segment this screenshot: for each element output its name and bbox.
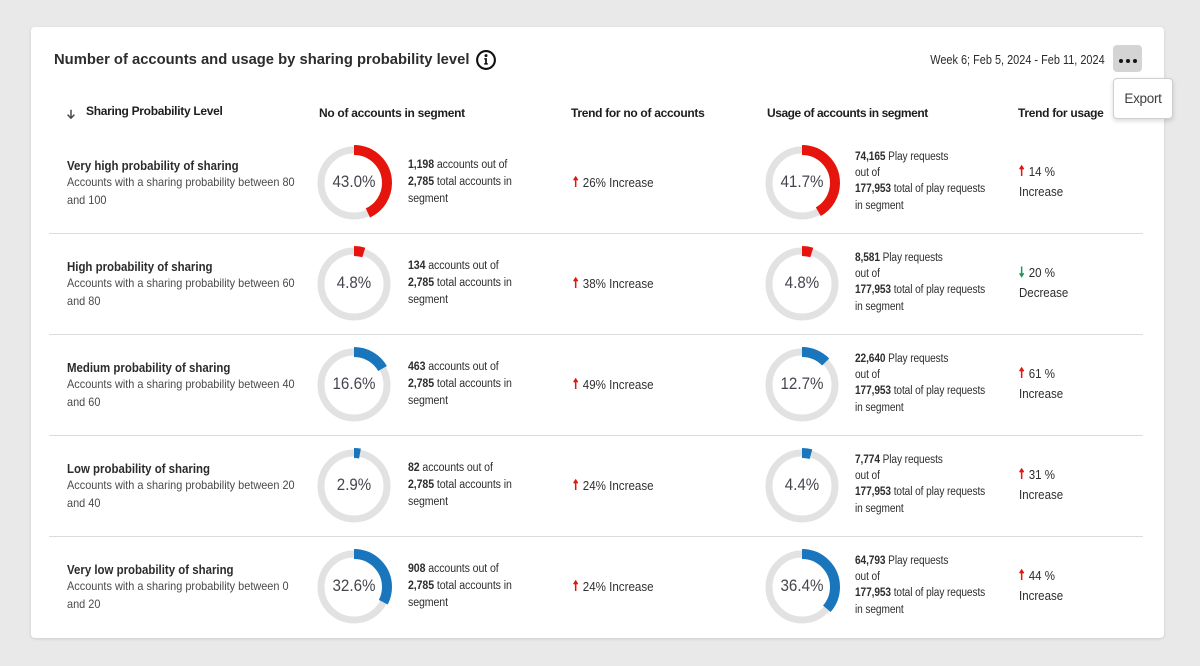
svg-text:12.7%: 12.7% (781, 374, 824, 393)
svg-text:4.8%: 4.8% (336, 273, 370, 292)
svg-text:43.0%: 43.0% (332, 172, 375, 191)
svg-text:4.4%: 4.4% (785, 475, 819, 494)
svg-text:32.6%: 32.6% (332, 576, 375, 595)
svg-text:16.6%: 16.6% (332, 374, 375, 393)
svg-text:41.7%: 41.7% (781, 172, 824, 191)
svg-text:36.4%: 36.4% (781, 576, 824, 595)
svg-text:2.9%: 2.9% (336, 475, 370, 494)
svg-text:4.8%: 4.8% (785, 273, 819, 292)
